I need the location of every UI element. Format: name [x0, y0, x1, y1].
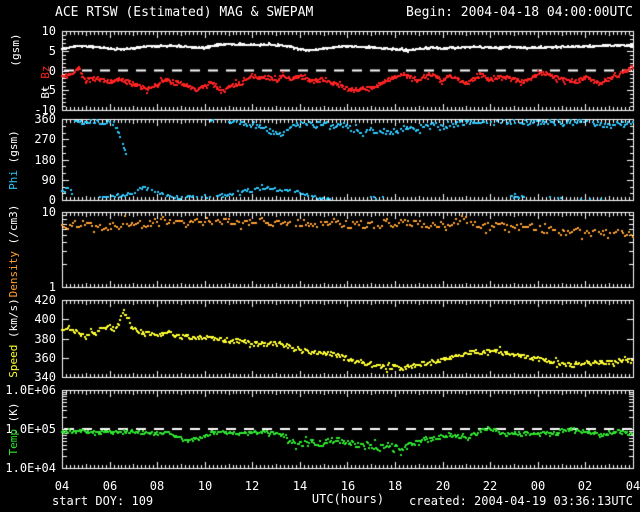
- chart-title: ACE RTSW (Estimated) MAG & SWEPAM: [55, 5, 314, 20]
- gsm-units-label: (gsm): [9, 33, 22, 67]
- ytick-label: -5: [41, 83, 56, 97]
- xtick-label: 10: [197, 479, 213, 493]
- temp-units-label: (K): [7, 402, 20, 429]
- xtick-label: 04: [625, 479, 640, 493]
- ytick-label: 380: [34, 332, 56, 346]
- begin-timestamp: Begin: 2004-04-18 04:00:00UTC: [406, 5, 633, 20]
- ytick-label: 400: [34, 312, 56, 326]
- xtick-label: 18: [387, 479, 403, 493]
- xtick-label: 16: [340, 479, 356, 493]
- xtick-label: 20: [435, 479, 451, 493]
- xtick-label: 08: [149, 479, 165, 493]
- xtick-label: 06: [102, 479, 118, 493]
- xtick-label: 02: [577, 479, 593, 493]
- bt-label: Bt: [39, 78, 52, 99]
- ytick-label: 0: [48, 64, 56, 78]
- speed-units-label: (km/s): [7, 298, 20, 345]
- ytick-label: 420: [34, 293, 56, 307]
- y-axis-label-bt-bz-units: (gsm): [9, 0, 23, 100]
- xtick-label: 04: [54, 479, 70, 493]
- ytick-label: 360: [34, 112, 56, 126]
- ytick-label: 90: [41, 173, 56, 187]
- y-axis-label-temp: Temp (K): [7, 379, 21, 479]
- phi-units-label: (gsm): [7, 130, 20, 170]
- ytick-label: 5: [48, 44, 56, 58]
- ytick-label: 0: [48, 193, 56, 207]
- phi-label: Phi: [7, 169, 20, 190]
- ytick-label: 1.0E+06: [5, 383, 56, 397]
- xtick-label: 12: [244, 479, 260, 493]
- ytick-label: 1.0E+04: [5, 461, 56, 475]
- x-axis-title: UTC(hours): [311, 492, 385, 506]
- speed-label: Speed: [7, 344, 20, 378]
- xtick-label: 14: [292, 479, 308, 493]
- y-axis-label-phi: Phi (gsm): [7, 110, 21, 210]
- temp-label: Temp: [7, 429, 20, 456]
- footer-created: created: 2004-04-19 03:36:13UTC: [409, 494, 633, 508]
- ytick-label: 10: [41, 24, 56, 38]
- bz-label: Bz: [39, 65, 52, 79]
- ytick-label: 10: [41, 205, 56, 219]
- ytick-label: 180: [34, 153, 56, 167]
- footer-start-doy: start DOY: 109: [52, 494, 154, 508]
- ytick-label: 1: [48, 280, 56, 294]
- xtick-label: 00: [530, 479, 546, 493]
- ytick-label: -10: [34, 103, 56, 117]
- ytick-label: 270: [34, 132, 56, 146]
- y-axis-label-bt-bz: Bt Bz: [39, 32, 53, 132]
- ytick-label: 360: [34, 351, 56, 365]
- ytick-label: 1.0E+05: [5, 422, 56, 436]
- ytick-label: 340: [34, 370, 56, 384]
- xtick-label: 22: [482, 479, 498, 493]
- y-axis-label-density: Density (/cm3): [7, 201, 21, 301]
- density-units-label: (/cm3): [7, 204, 20, 251]
- y-axis-label-speed: Speed (km/s): [7, 288, 21, 388]
